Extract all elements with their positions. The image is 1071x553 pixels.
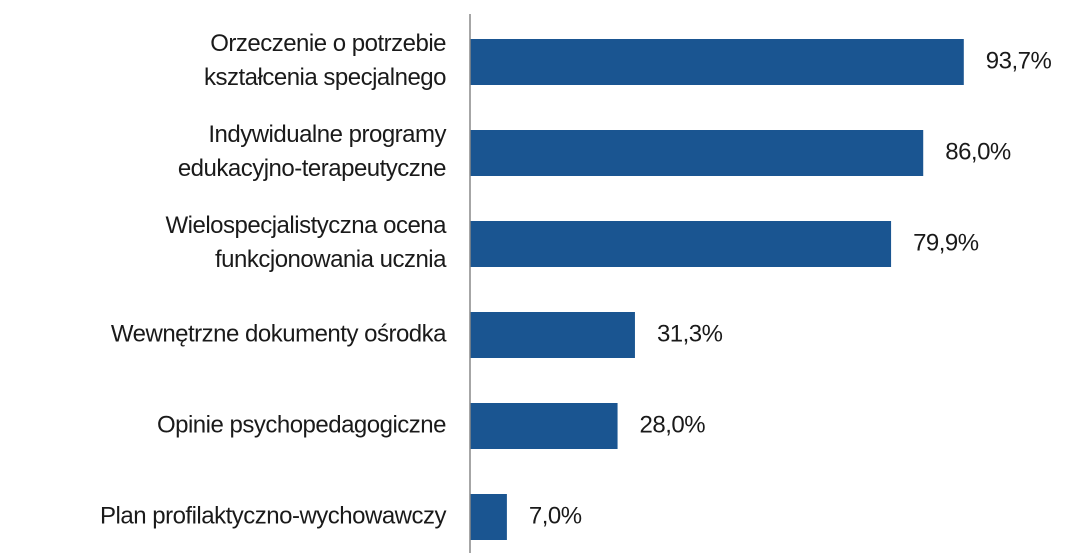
category-label: Orzeczenie o potrzebie kształcenia specja… xyxy=(204,30,446,91)
value-label: 79,9% xyxy=(913,229,979,256)
value-label: 93,7% xyxy=(986,47,1052,74)
bar xyxy=(470,130,924,176)
value-label: 86,0% xyxy=(945,138,1011,165)
category-label: Plan profilaktyczno-wychowawczy xyxy=(100,502,446,529)
category-label: Indywidualne programy edukacyjno-terapeut… xyxy=(178,121,447,182)
category-label: Wewnętrzne dokumenty ośrodka xyxy=(111,320,447,347)
category-label: Opinie psychopedagogiczne xyxy=(157,411,446,438)
bar xyxy=(470,403,618,449)
category-label: Wielospecjalistyczna ocena funkcjonowania… xyxy=(166,212,448,273)
bar xyxy=(470,312,635,358)
value-label: 31,3% xyxy=(657,320,723,347)
value-label: 28,0% xyxy=(640,411,706,438)
bar xyxy=(470,494,507,540)
bar xyxy=(470,39,964,85)
value-label: 7,0% xyxy=(529,502,582,529)
bar xyxy=(470,221,892,267)
